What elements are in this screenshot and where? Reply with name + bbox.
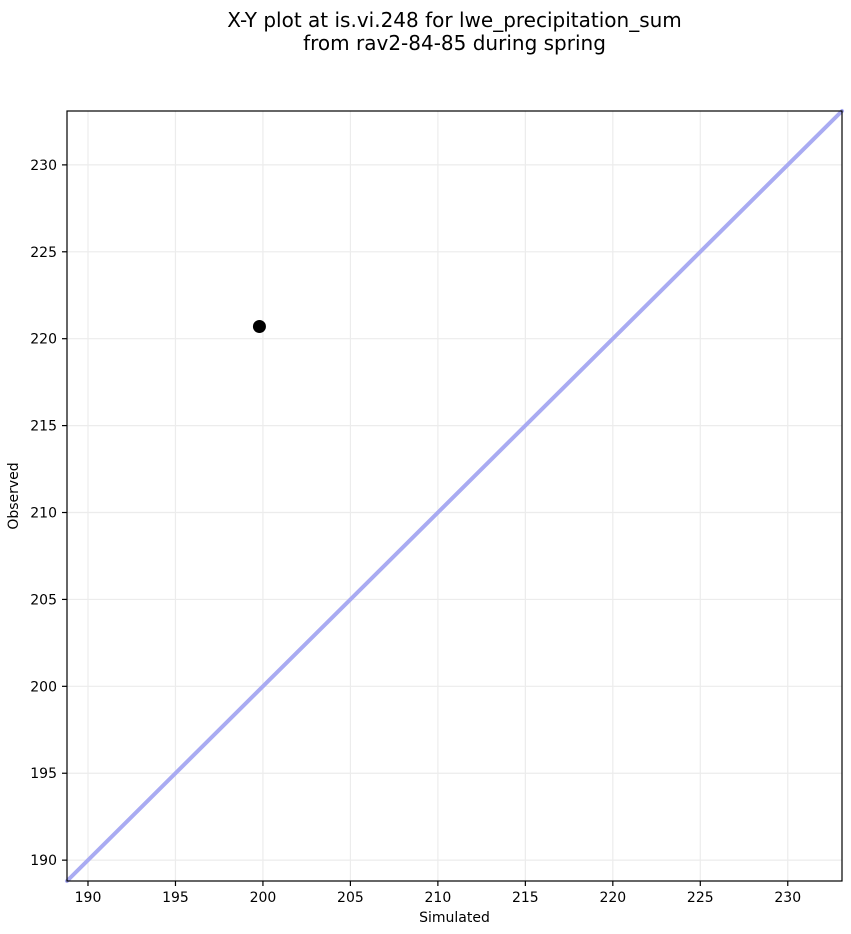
- y-tick-label: 210: [30, 506, 57, 522]
- x-tick-label: 225: [687, 890, 714, 906]
- chart-title-line1: X-Y plot at is.vi.248 for lwe_precipitat…: [227, 8, 682, 32]
- plot-border: [66, 110, 843, 882]
- y-tick-label: 220: [30, 332, 57, 348]
- y-tick-label: 200: [30, 679, 57, 695]
- y-tick-label: 215: [30, 419, 57, 435]
- y-tick-label: 205: [30, 592, 57, 608]
- data-point-layer: [252, 320, 266, 334]
- x-tick-label: 190: [75, 890, 102, 906]
- y-axis-label: Observed: [6, 462, 22, 529]
- data-point: [252, 320, 266, 334]
- y-tick-label: 195: [30, 766, 57, 782]
- x-tick-label: 205: [337, 890, 364, 906]
- x-tick-label: 195: [162, 890, 189, 906]
- y-tick-label: 190: [30, 853, 57, 869]
- x-tick-label: 220: [599, 890, 626, 906]
- gridlines: [67, 111, 842, 881]
- x-tick-label: 210: [425, 890, 452, 906]
- axis-tick-layer: 190 195 200 205 210 215 220 225 230 190 195 200 205 2…: [30, 158, 801, 906]
- x-axis-label: Simulated: [419, 910, 490, 926]
- identity-line-layer: [65, 109, 844, 883]
- chart-title: X-Y plot at is.vi.248 for lwe_precipitat…: [67, 9, 842, 55]
- identity-line: [65, 109, 844, 883]
- chart-title-line2: from rav2-84-85 during spring: [303, 31, 606, 55]
- x-tick-label: 200: [250, 890, 277, 906]
- x-tick-label: 215: [512, 890, 539, 906]
- y-tick-label: 225: [30, 245, 57, 261]
- y-tick-label: 230: [30, 158, 57, 174]
- x-tick-label: 230: [774, 890, 801, 906]
